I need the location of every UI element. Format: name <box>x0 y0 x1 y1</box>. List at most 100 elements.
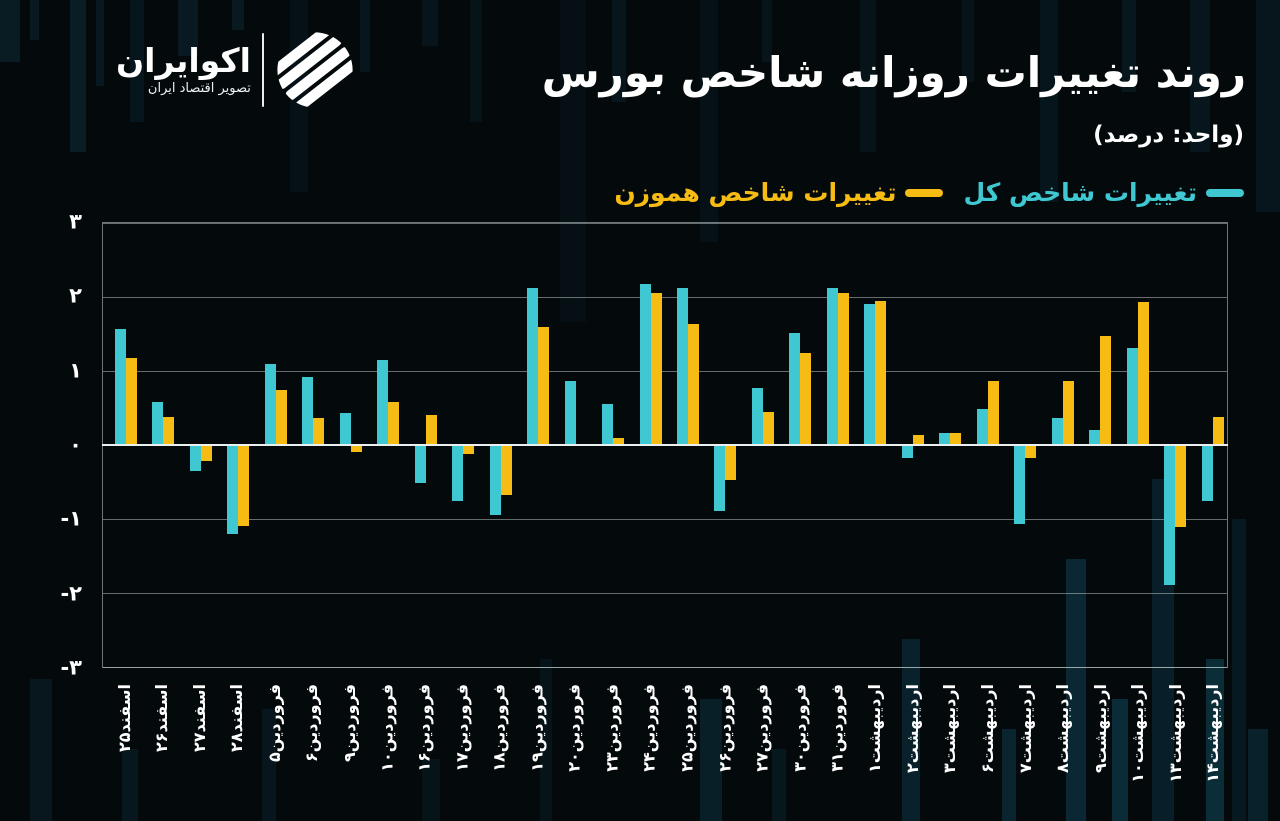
bar-group <box>965 223 1002 667</box>
background-bar <box>262 709 276 821</box>
bar-group <box>178 223 215 667</box>
x-tick: اردیبهشت۱۳ <box>1153 676 1191 821</box>
bar-group <box>515 223 552 667</box>
bar-total-index <box>714 445 726 511</box>
bar-total-index <box>264 363 276 445</box>
bar-equal-weight-index <box>126 358 137 445</box>
background-bar <box>560 0 586 322</box>
bar-group <box>103 223 140 667</box>
x-tick-label: فروردین۱۸ <box>490 684 510 772</box>
x-tick-label: فروردین۱۷ <box>452 684 472 772</box>
x-tick-label: اسفند۲۷ <box>189 684 209 753</box>
brand-tagline: تصویر اقتصاد ایران <box>147 81 251 97</box>
bar-group <box>1040 223 1077 667</box>
bar-total-index <box>1164 445 1176 585</box>
bar-total-index <box>489 445 501 515</box>
bar-group <box>702 223 739 667</box>
background-bar <box>422 0 438 46</box>
background-bar <box>422 759 440 821</box>
gridline <box>103 223 1227 224</box>
bar-total-index <box>1051 417 1063 445</box>
background-bar <box>1248 729 1268 821</box>
chart-legend: تغییرات شاخص کل تغییرات شاخص هموزن <box>614 178 1244 207</box>
background-bar <box>470 0 482 122</box>
bar-total-index <box>901 445 913 458</box>
bar-total-index <box>789 333 801 445</box>
logo-divider <box>261 33 264 107</box>
x-tick: فروردین۱۶ <box>402 676 440 821</box>
legend-dash-equal-weight-icon <box>905 188 944 197</box>
bar-total-index <box>1089 430 1101 445</box>
bar-equal-weight-index <box>950 433 962 445</box>
y-tick-label: -۱ <box>60 506 82 531</box>
x-tick-label: اردیبهشت۸ <box>1053 684 1073 773</box>
y-axis: ۳ ۲ ۱ ۰ -۱ -۲ -۳ <box>0 211 94 678</box>
x-tick-label: اسفند۲۶ <box>152 684 172 753</box>
legend-item-total-index: تغییرات شاخص کل <box>963 178 1244 207</box>
bar-equal-weight-index <box>1100 336 1112 445</box>
bar-equal-weight-index <box>837 293 849 445</box>
x-tick: اردیبهشت۱ <box>853 676 891 821</box>
x-tick-label: اسفند۲۸ <box>227 684 247 753</box>
background-bar <box>540 659 552 821</box>
x-tick-label: اردیبهشت۹ <box>1090 684 1110 773</box>
x-tick-label: فروردین۲۴ <box>640 684 660 772</box>
x-tick-label: فروردین۲۶ <box>715 684 735 772</box>
bar-total-index <box>751 388 763 445</box>
x-tick: فروردین۲۶ <box>703 676 741 821</box>
background-bar <box>1206 659 1224 821</box>
x-tick: اردیبهشت۶ <box>965 676 1003 821</box>
background-bar <box>902 639 920 821</box>
legend-item-equal-weight: تغییرات شاخص هموزن <box>614 178 944 207</box>
legend-label-equal-weight: تغییرات شاخص هموزن <box>614 178 897 207</box>
x-tick: اردیبهشت۲ <box>890 676 928 821</box>
unit-note: (واحد: درصد) <box>1093 122 1244 148</box>
bar-group <box>740 223 777 667</box>
bar-equal-weight-index <box>463 445 475 454</box>
bar-equal-weight-index <box>800 353 812 445</box>
bar-equal-weight-index <box>725 445 737 480</box>
bar-total-index <box>864 303 876 445</box>
bar-group <box>815 223 852 667</box>
legend-dash-total-icon <box>1206 188 1244 197</box>
background-bar <box>1122 0 1136 92</box>
background-bar <box>860 0 876 152</box>
x-tick-label: فروردین۱۰ <box>377 684 397 772</box>
bar-group <box>1115 223 1152 667</box>
bar-group <box>665 223 702 667</box>
x-tick-label: فروردین۲۵ <box>677 684 697 772</box>
x-tick-label: فروردین۲۷ <box>752 684 772 772</box>
x-tick: اردیبهشت۹ <box>1078 676 1116 821</box>
gridline <box>103 518 1227 520</box>
bar-equal-weight-index <box>388 402 400 445</box>
background-bar <box>772 749 786 821</box>
bar-equal-weight-index <box>200 445 212 462</box>
background-bar <box>612 0 626 102</box>
background-bar <box>360 0 370 72</box>
x-tick: اردیبهشت۷ <box>1003 676 1041 821</box>
brand-logo: اکوایران تصویر اقتصاد ایران <box>116 30 355 110</box>
x-tick: اسفند۲۷ <box>177 676 215 821</box>
x-tick: فروردین۲۰ <box>552 676 590 821</box>
bar-group <box>1002 223 1039 667</box>
bar-total-index <box>1201 445 1213 501</box>
x-tick: فروردین۲۴ <box>627 676 665 821</box>
bar-total-index <box>976 409 988 445</box>
bar-group <box>1077 223 1114 667</box>
y-tick-label: ۱ <box>69 358 82 383</box>
x-tick-label: اردیبهشت۱۳ <box>1165 684 1185 783</box>
x-tick: فروردین۱۸ <box>477 676 515 821</box>
x-tick: اسفند۲۵ <box>102 676 140 821</box>
bar-group <box>927 223 964 667</box>
gridline <box>103 593 1227 594</box>
bar-total-index <box>602 404 614 445</box>
background-bar <box>96 0 104 86</box>
bar-equal-weight-index <box>313 418 325 445</box>
bar-total-index <box>377 359 389 445</box>
bar-total-index <box>189 445 201 471</box>
x-tick: اردیبهشت۱۰ <box>1115 676 1153 821</box>
bar-equal-weight-index <box>238 445 250 527</box>
bar-equal-weight-index <box>875 300 887 445</box>
bar-total-index <box>677 288 688 445</box>
x-tick-label: فروردین۲۰ <box>565 684 585 772</box>
